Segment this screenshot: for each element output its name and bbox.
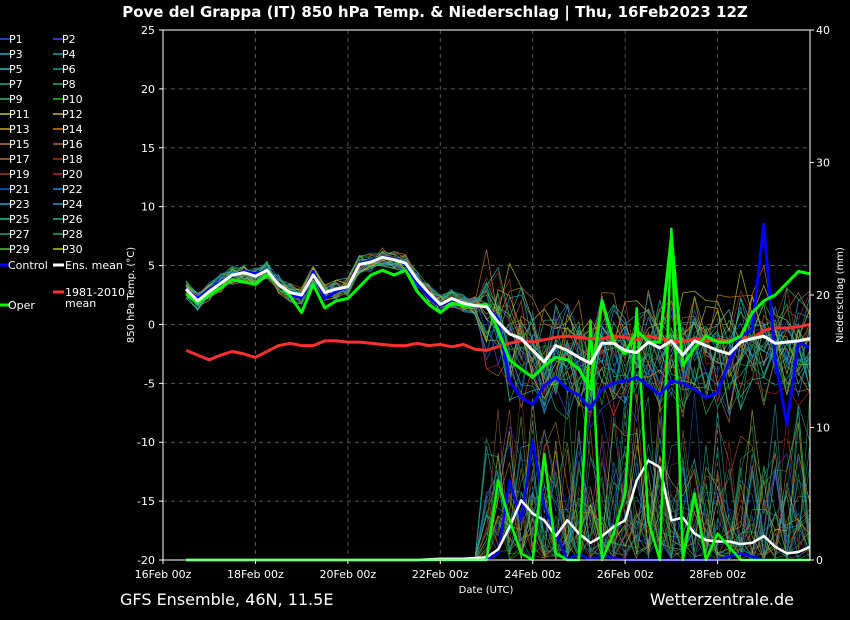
series-1981-2010-mean — [185, 322, 811, 362]
x-tick-label: 24Feb 00z — [504, 568, 561, 581]
footer-model: GFS Ensemble, 46N, 11.5E — [120, 590, 333, 609]
y2-tick-label: 20 — [816, 289, 830, 302]
legend-label-P11: P11 — [9, 108, 30, 121]
legend-label-P5: P5 — [9, 63, 23, 76]
legend-label-P3: P3 — [9, 48, 23, 61]
legend-label-P7: P7 — [9, 78, 23, 91]
x-tick-label: 16Feb 00z — [135, 568, 192, 581]
ensemble-members — [185, 247, 811, 561]
legend-label-control: Control — [8, 259, 48, 272]
member-line-P27 — [185, 256, 811, 415]
legend-label-ens-mean: Ens. mean — [65, 259, 123, 272]
y2-tick-label: 10 — [816, 422, 830, 435]
y-tick-label: 15 — [141, 142, 155, 155]
member-line-P7 — [186, 250, 811, 380]
legend-label-P15: P15 — [9, 138, 30, 151]
legend-label-P17: P17 — [9, 153, 30, 166]
legend-label-P27: P27 — [9, 228, 30, 241]
legend-label-P2: P2 — [62, 33, 76, 46]
legend-label-P26: P26 — [62, 213, 83, 226]
legend-label-P19: P19 — [9, 168, 30, 181]
legend-label-P25: P25 — [9, 213, 30, 226]
legend-label-P4: P4 — [62, 48, 76, 61]
legend-label-P20: P20 — [62, 168, 83, 181]
x-tick-label: 20Feb 00z — [319, 568, 376, 581]
legend-label-P22: P22 — [62, 183, 83, 196]
legend-label-oper: Oper — [8, 299, 35, 312]
member-line-P16 — [185, 254, 811, 424]
legend-label-P30: P30 — [62, 243, 83, 256]
footer-source: Wetterzentrale.de — [650, 590, 794, 609]
y-axis-right: 0 10 20 30 40 — [810, 24, 830, 567]
series-oper — [185, 234, 811, 391]
y-tick-label: 5 — [148, 260, 155, 273]
y-tick-label: 20 — [141, 83, 155, 96]
legend-label-P9: P9 — [9, 93, 23, 106]
legend-label-climate-mean-line2: mean — [65, 297, 96, 310]
x-axis-label: Date (UTC) — [459, 585, 514, 596]
member-line-P28 — [185, 258, 811, 409]
legend-label-P12: P12 — [62, 108, 83, 121]
y2-tick-label: 40 — [816, 24, 830, 37]
legend-label-P21: P21 — [9, 183, 30, 196]
y-tick-label: -10 — [137, 436, 155, 449]
series-ens-mean-precip-mm — [186, 459, 811, 562]
legend-label-P24: P24 — [62, 198, 83, 211]
y2-tick-label: 30 — [816, 157, 830, 170]
y-tick-label: -5 — [144, 377, 155, 390]
y-axis-label: 850 hPa Temp. (°C) — [126, 247, 137, 343]
legend-label-P13: P13 — [9, 123, 30, 136]
legend-label-P29: P29 — [9, 243, 30, 256]
chart-title: Pove del Grappa (IT) 850 hPa Temp. & Nie… — [122, 3, 748, 22]
legend-label-P14: P14 — [62, 123, 83, 136]
legend-label-P23: P23 — [9, 198, 30, 211]
legend-label-P18: P18 — [62, 153, 83, 166]
legend-label-P1: P1 — [9, 33, 23, 46]
legend-label-P28: P28 — [62, 228, 83, 241]
x-tick-label: 18Feb 00z — [227, 568, 284, 581]
series-oper-precip-mm — [186, 227, 810, 562]
legend-label-climate-mean-line1: 1981-2010 — [65, 286, 125, 299]
legend-label-P8: P8 — [62, 78, 76, 91]
legend-label-P16: P16 — [62, 138, 83, 151]
x-axis: 16Feb 00z 18Feb 00z 20Feb 00z 22Feb 00z 24Fe… — [135, 560, 746, 581]
series-ens-mean — [185, 255, 811, 365]
y-tick-label: -15 — [137, 495, 155, 508]
y-tick-label: -20 — [137, 554, 155, 567]
legend: P1 P2 P3 P4 P5 P6 P7 P8 P9 P10 P11 P12 P13 P14 P15 P16 P… — [0, 33, 125, 312]
legend-label-P10: P10 — [62, 93, 83, 106]
x-tick-label: 28Feb 00z — [689, 568, 746, 581]
y-tick-label: 10 — [141, 201, 155, 214]
y2-tick-label: 0 — [816, 554, 823, 567]
highlight-series — [185, 222, 811, 562]
x-tick-label: 22Feb 00z — [412, 568, 469, 581]
y2-axis-label: Niederschlag (mm) — [835, 247, 846, 343]
member-line-P30 — [185, 256, 811, 400]
y-tick-label: 25 — [141, 24, 155, 37]
x-tick-label: 26Feb 00z — [597, 568, 654, 581]
legend-label-P6: P6 — [62, 63, 76, 76]
y-axis-left: -20 -15 -10 -5 0 5 10 15 20 25 — [137, 24, 163, 567]
y-tick-label: 0 — [148, 318, 155, 331]
